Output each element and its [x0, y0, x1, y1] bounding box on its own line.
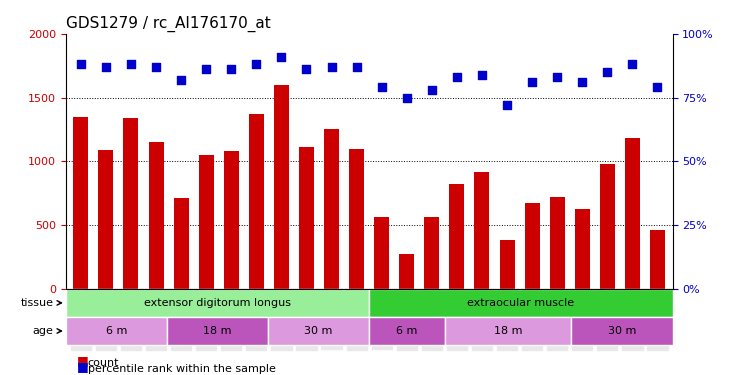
Point	[426, 87, 438, 93]
Text: age: age	[33, 326, 61, 336]
FancyBboxPatch shape	[369, 317, 445, 345]
Point	[75, 62, 87, 68]
Text: 6 m: 6 m	[396, 326, 417, 336]
Point	[125, 62, 137, 68]
Point	[526, 79, 538, 85]
Bar	[124, 118, 138, 289]
Point	[476, 72, 488, 78]
Bar	[650, 230, 665, 289]
FancyBboxPatch shape	[66, 289, 369, 317]
Point	[300, 66, 312, 72]
Text: 6 m: 6 m	[106, 326, 127, 336]
FancyBboxPatch shape	[167, 317, 268, 345]
Bar	[73, 117, 88, 289]
Point	[501, 102, 513, 108]
Text: 30 m: 30 m	[607, 326, 636, 336]
Text: tissue: tissue	[20, 298, 61, 308]
Point	[602, 69, 613, 75]
Bar	[600, 164, 615, 289]
Text: 18 m: 18 m	[494, 326, 523, 336]
Point	[200, 66, 212, 72]
FancyBboxPatch shape	[268, 317, 369, 345]
Text: count: count	[88, 358, 119, 368]
Text: GDS1279 / rc_AI176170_at: GDS1279 / rc_AI176170_at	[66, 16, 270, 32]
FancyBboxPatch shape	[572, 317, 673, 345]
Point	[150, 64, 162, 70]
Bar	[274, 85, 289, 289]
Point	[577, 79, 588, 85]
Bar	[173, 198, 189, 289]
Text: ■: ■	[77, 360, 88, 373]
Point	[376, 84, 387, 90]
Point	[351, 64, 363, 70]
Text: extensor digitorum longus: extensor digitorum longus	[144, 298, 291, 308]
FancyBboxPatch shape	[66, 317, 167, 345]
Bar	[148, 142, 164, 289]
Text: extraocular muscle: extraocular muscle	[467, 298, 575, 308]
Bar	[374, 217, 389, 289]
Text: percentile rank within the sample: percentile rank within the sample	[88, 364, 276, 374]
Point	[276, 54, 287, 60]
Text: ■: ■	[77, 354, 88, 368]
Point	[451, 74, 463, 80]
Bar	[349, 148, 364, 289]
Bar	[399, 254, 414, 289]
Point	[225, 66, 237, 72]
Bar	[625, 138, 640, 289]
Bar	[99, 150, 113, 289]
Point	[175, 76, 187, 82]
FancyBboxPatch shape	[369, 289, 673, 317]
Bar	[575, 209, 590, 289]
Bar	[324, 129, 339, 289]
Point	[251, 62, 262, 68]
Point	[326, 64, 338, 70]
Bar	[424, 217, 439, 289]
Bar	[550, 197, 565, 289]
Bar	[525, 203, 539, 289]
Text: 30 m: 30 m	[304, 326, 333, 336]
Bar	[224, 151, 239, 289]
FancyBboxPatch shape	[445, 317, 572, 345]
Bar	[474, 171, 490, 289]
Point	[551, 74, 563, 80]
Point	[401, 94, 412, 100]
Bar	[299, 147, 314, 289]
Bar	[249, 114, 264, 289]
Bar	[450, 184, 464, 289]
Bar	[199, 155, 213, 289]
Point	[100, 64, 112, 70]
Point	[626, 62, 638, 68]
Text: 18 m: 18 m	[203, 326, 232, 336]
Bar	[499, 240, 515, 289]
Point	[651, 84, 663, 90]
